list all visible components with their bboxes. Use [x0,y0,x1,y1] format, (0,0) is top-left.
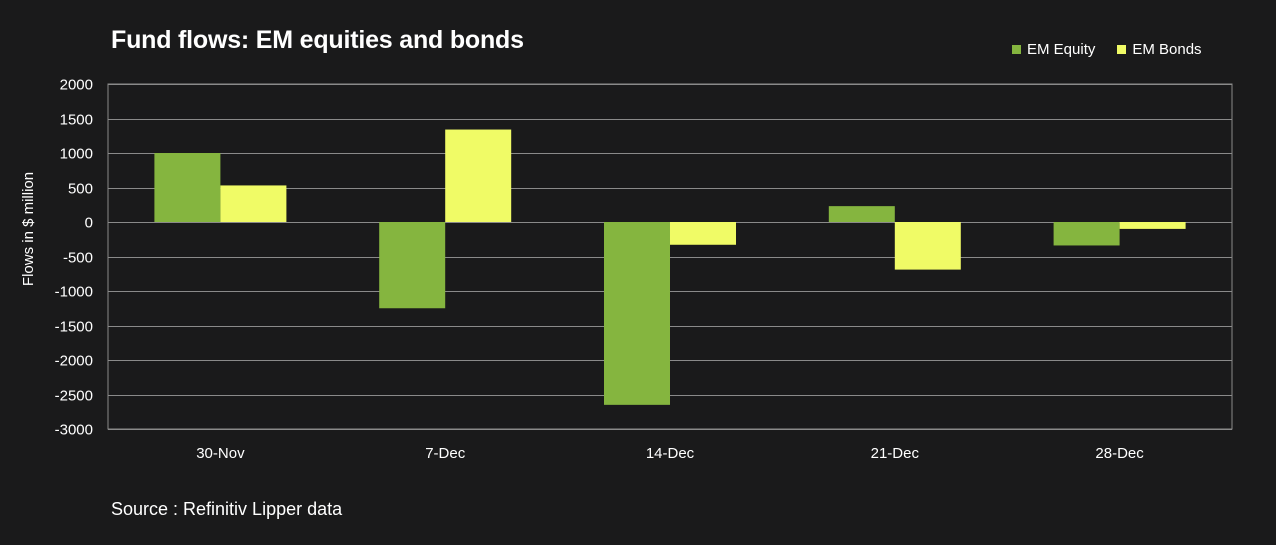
y-tick-label: -500 [63,250,93,267]
y-axis-title: Flows in $ million [20,172,37,286]
source-note: Source : Refinitiv Lipper data [111,499,343,519]
x-tick-label: 21-Dec [871,445,920,462]
legend-item-em-equity: EM Equity [1012,41,1095,58]
axes: 2000 1500 1000 500 0 -500 -1000 -1500 -2000 -2500… [55,77,1145,463]
x-tick-label: 7-Dec [425,445,466,462]
y-tick-label: 1000 [60,146,93,163]
bar-em-bonds [220,185,287,222]
bar-em-bonds [1119,222,1186,229]
y-tick-label: -2500 [55,388,93,405]
y-tick-label: 0 [85,215,93,232]
y-tick-label: 500 [68,181,93,198]
x-tick-label: 30-Nov [196,445,245,462]
x-tick-label: 14-Dec [646,445,695,462]
bars [154,129,1186,405]
bar-em-equity [1053,222,1120,246]
y-tick-label: -2000 [55,353,93,370]
legend-swatch-em-bonds [1117,45,1127,54]
bar-em-equity [154,153,221,222]
legend-label-em-bonds: EM Bonds [1132,41,1202,58]
y-tick-label: -3000 [55,422,93,439]
y-tick-label: -1000 [55,284,93,301]
y-tick-label: 1500 [60,112,93,129]
legend-label-em-equity: EM Equity [1027,41,1096,58]
legend-swatch-em-equity [1012,45,1021,54]
bar-em-bonds [445,129,512,222]
legend: EM Equity EM Bonds [1012,41,1202,58]
bar-em-equity [828,206,895,222]
y-tick-label: -1500 [55,319,93,336]
chart-title: Fund flows: EM equities and bonds [111,26,524,54]
legend-item-em-bonds: EM Bonds [1117,41,1202,58]
bar-em-equity [604,222,670,405]
y-tick-label: 2000 [60,77,93,94]
bar-em-bonds [670,222,736,245]
x-tick-label: 28-Dec [1095,445,1144,462]
bar-em-equity [379,222,446,309]
bar-em-bonds [894,222,961,270]
